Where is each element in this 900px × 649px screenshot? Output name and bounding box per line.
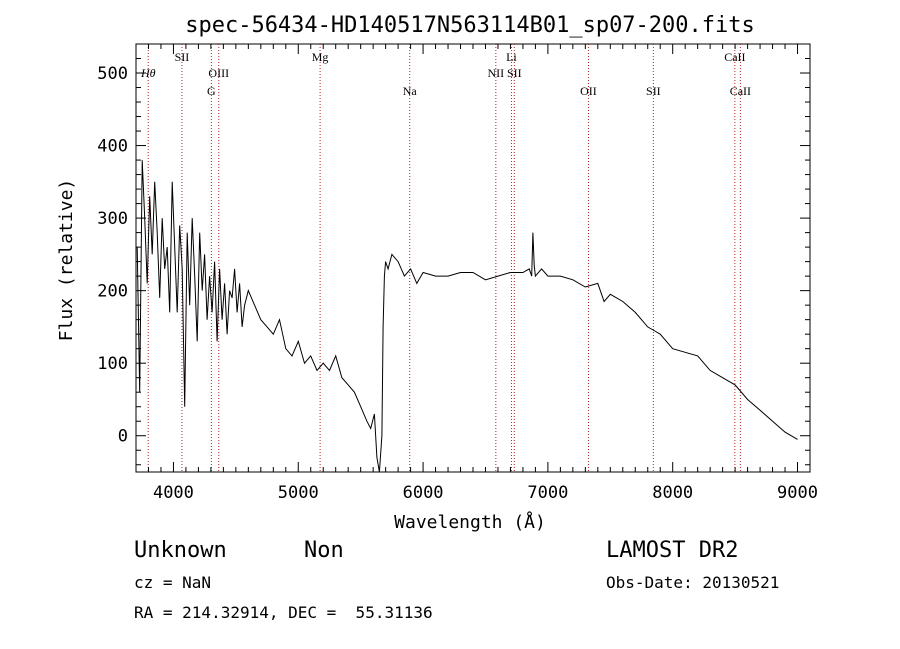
spectral-line-label: CaII: [724, 50, 745, 64]
spectral-line-label: OII: [580, 84, 597, 98]
coordinates: RA = 214.32914, DEC = 55.31136: [134, 603, 433, 622]
spectral-line-label: SII: [507, 66, 522, 80]
observation-date: Obs-Date: 20130521: [606, 573, 780, 592]
y-axis-label: Flux (relative): [56, 179, 77, 342]
x-tick-label: 7000: [527, 483, 568, 503]
survey-name: LAMOST DR2: [606, 538, 739, 563]
y-tick-label: 200: [97, 282, 128, 302]
x-axis-ticks: 4000 5000 6000 7000 8000 9000: [147, 44, 818, 503]
y-tick-label: 300: [97, 209, 128, 229]
spectral-line-label: OIII: [208, 66, 229, 80]
spectral-line-label: CaII: [730, 84, 751, 98]
spectral-line-label: Na: [403, 84, 418, 98]
spectral-line-label: NII: [488, 66, 505, 80]
x-axis-label: Wavelength (Å): [394, 511, 546, 533]
object-class: Unknown: [134, 538, 227, 563]
spectral-line-label: G: [207, 84, 216, 98]
spectrum-chart: spec-56434-HD140517N563114B01_sp07-200.f…: [56, 13, 818, 533]
y-tick-label: 0: [118, 427, 128, 447]
x-tick-label: 4000: [153, 483, 194, 503]
x-tick-label: 9000: [777, 483, 818, 503]
y-axis-ticks: 0 100 200 300 400 500: [97, 43, 810, 466]
spectral-line-label: SII: [175, 50, 190, 64]
y-tick-label: 100: [97, 354, 128, 374]
x-tick-label: 5000: [278, 483, 319, 503]
spectral-line-label: Hθ: [140, 66, 156, 80]
redshift-value: cz = NaN: [134, 573, 212, 592]
y-tick-label: 500: [97, 64, 128, 84]
spectral-line-label: SII: [646, 84, 661, 98]
spectral-line-markers: [147, 44, 741, 472]
object-subclass: Non: [304, 538, 344, 563]
spectrum-series-line: [136, 160, 798, 473]
x-tick-label: 6000: [403, 483, 444, 503]
x-tick-label: 8000: [652, 483, 693, 503]
y-tick-label: 400: [97, 137, 128, 157]
spectral-line-label: Li: [506, 50, 517, 64]
plot-frame: [135, 43, 811, 473]
chart-title: spec-56434-HD140517N563114B01_sp07-200.f…: [185, 13, 755, 38]
spectral-line-label: Mg: [312, 50, 329, 64]
